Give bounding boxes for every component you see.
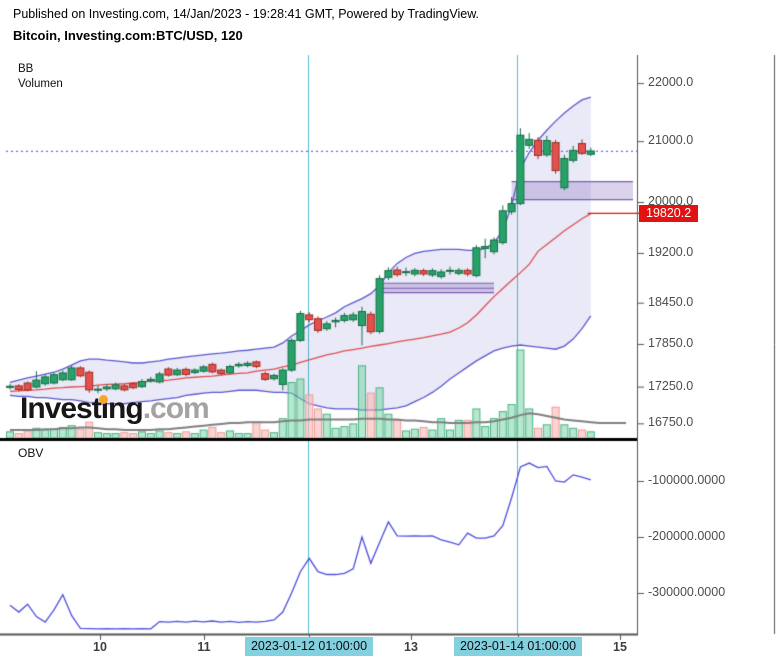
time-axis-label: 11 [197,640,211,654]
time-axis-label-highlighted: 2023-01-14 01:00:00 [453,637,583,656]
price-axis-label: 18450.0 [648,294,694,309]
price-axis-label: 21000.0 [648,133,694,148]
obv-axis-label: -200000.0000 [648,529,726,543]
last-ma-value-tag: 19820.2 [639,204,699,222]
price-axis-label: 17850.0 [648,335,694,350]
price-axis-label: 16750.0 [648,415,694,430]
time-axis-label-highlighted: 2023-01-12 01:00:00 [244,637,374,656]
symbol-title: Bitcoin, Investing.com:BTC/USD, 120 [13,28,243,43]
obv-axis-label: -300000.0000 [648,585,726,599]
published-line: Published on Investing.com, 14/Jan/2023 … [13,7,480,21]
time-axis-label: 15 [613,640,627,654]
price-axis-label: 20000.0 [648,194,694,209]
price-axis-label: 22000.0 [648,75,694,90]
watermark-text: Investing [20,392,144,425]
time-axis-label: 13 [404,640,418,654]
watermark-dot-icon [99,395,108,404]
time-axis-label: 10 [93,640,107,654]
obv-indicator-label: OBV [18,446,44,460]
price-axis-label: 17250.0 [648,378,694,393]
obv-axis-label: -100000.0000 [648,473,726,487]
watermark-suffix: .com [142,392,210,425]
price-axis-label: 19200.0 [648,244,694,259]
volume-indicator-label: Volumen [18,78,63,90]
investing-watermark: Investing.com [20,392,210,426]
bb-indicator-label: BB [18,63,34,75]
